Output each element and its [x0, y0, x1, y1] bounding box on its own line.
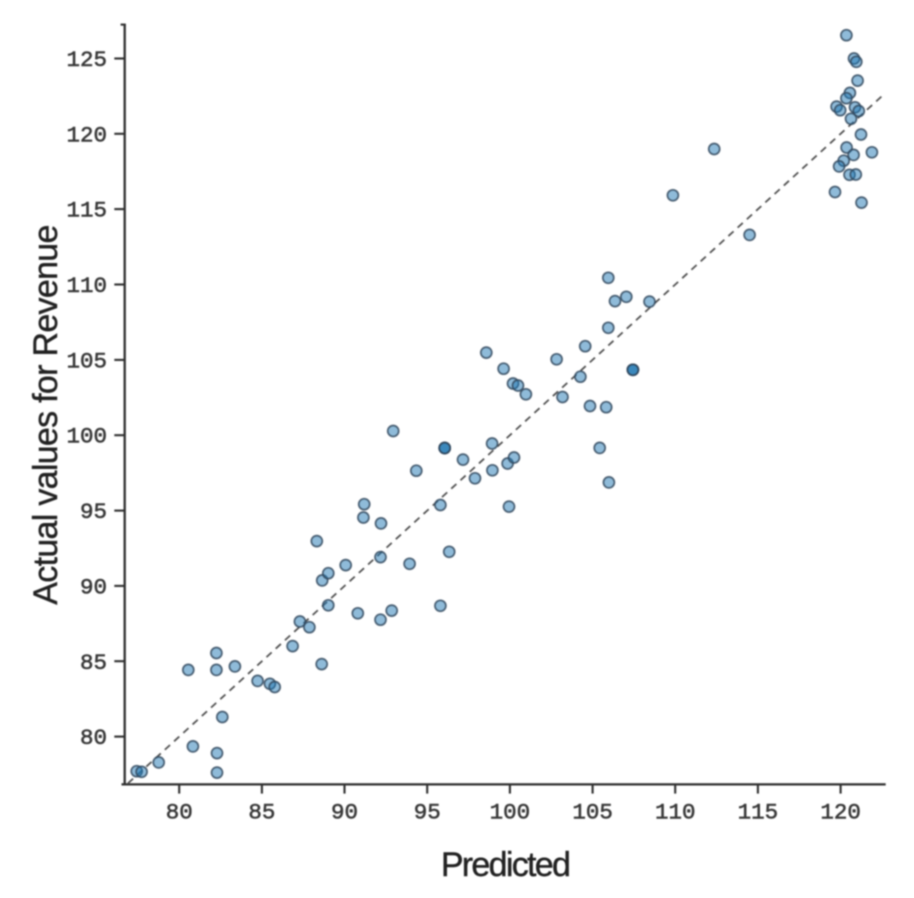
svg-text:85: 85: [80, 650, 107, 676]
svg-text:95: 95: [80, 499, 107, 525]
svg-text:110: 110: [66, 273, 107, 299]
svg-text:90: 90: [80, 574, 107, 600]
svg-text:85: 85: [248, 800, 275, 826]
svg-text:115: 115: [738, 800, 779, 826]
svg-text:80: 80: [166, 800, 193, 826]
svg-text:125: 125: [66, 47, 107, 73]
svg-text:90: 90: [331, 800, 358, 826]
svg-text:110: 110: [655, 800, 696, 826]
svg-text:100: 100: [490, 800, 531, 826]
svg-text:Actual values for Revenue: Actual values for Revenue: [27, 225, 65, 604]
svg-text:105: 105: [66, 348, 107, 374]
svg-text:115: 115: [66, 198, 107, 224]
svg-text:120: 120: [820, 800, 861, 826]
svg-text:Predicted: Predicted: [441, 846, 569, 884]
svg-text:100: 100: [66, 424, 107, 450]
svg-text:95: 95: [414, 800, 441, 826]
svg-text:80: 80: [80, 725, 107, 751]
svg-text:120: 120: [66, 122, 107, 148]
svg-text:105: 105: [572, 800, 613, 826]
